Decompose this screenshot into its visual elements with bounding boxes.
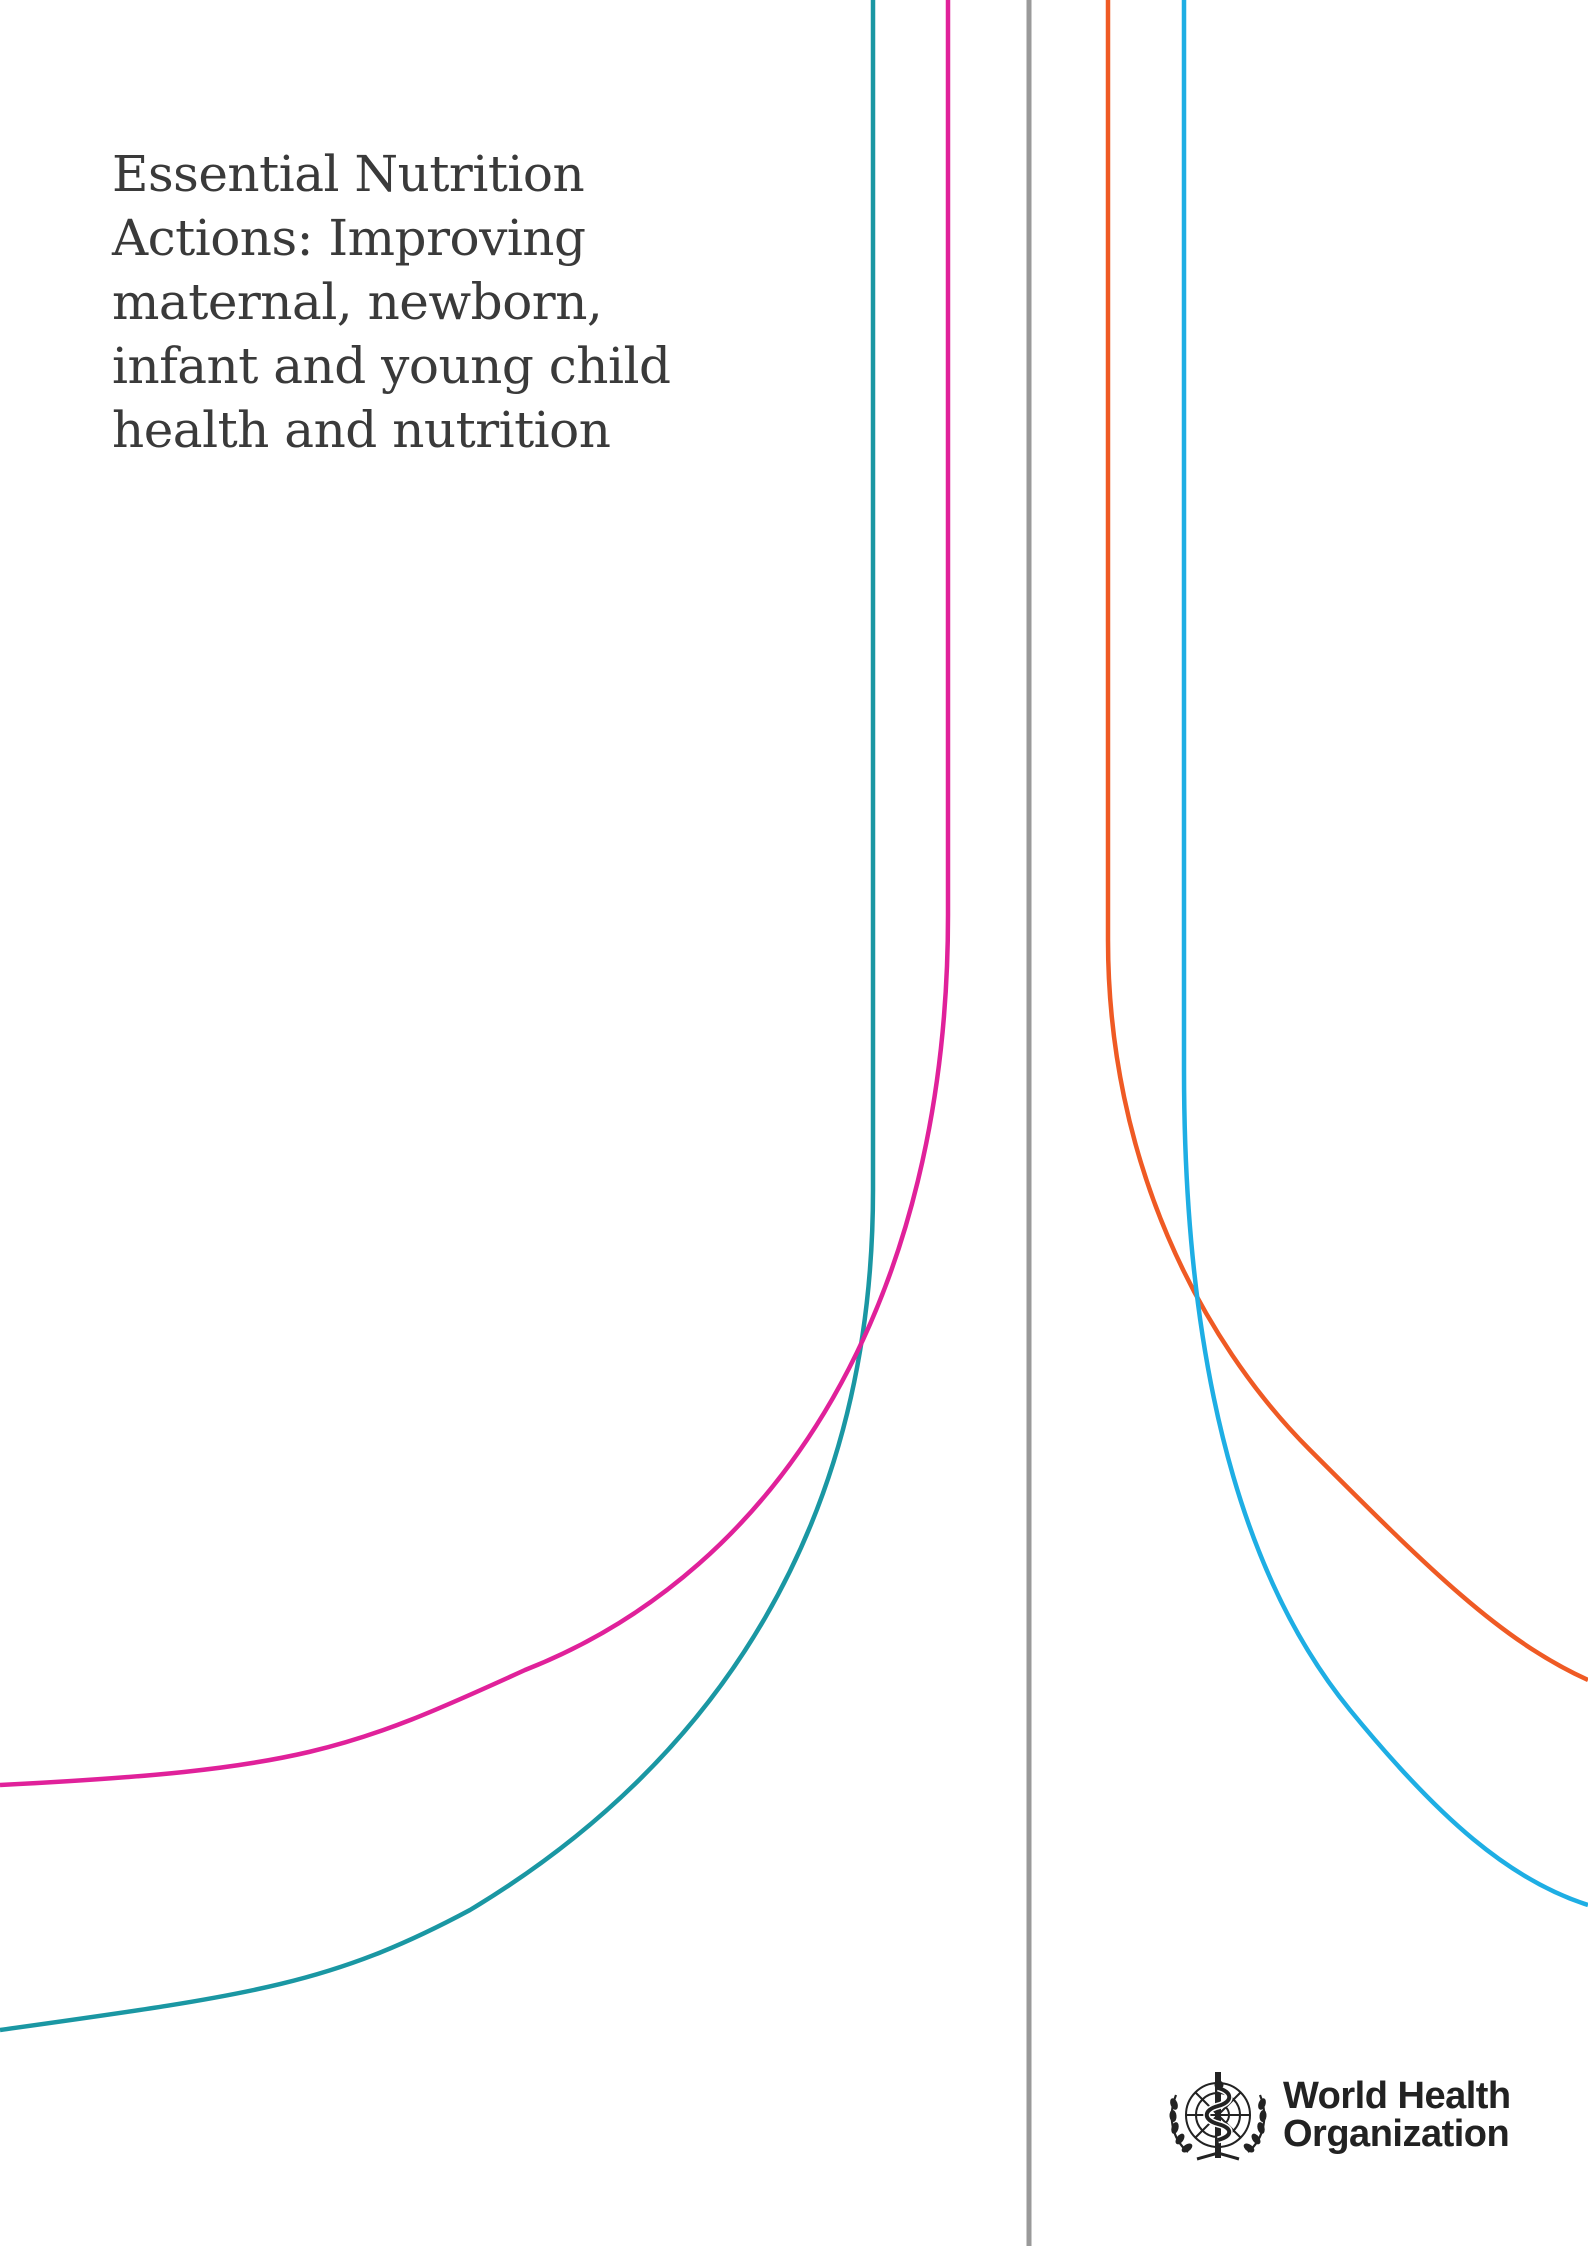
organization-name-line2: Organization	[1283, 2113, 1510, 2155]
sky-blue-line	[1181, 0, 1588, 1908]
who-emblem-icon	[1169, 2072, 1267, 2161]
title-line: infant and young child	[112, 337, 671, 395]
document-title: Essential Nutrition Actions: Improving m…	[112, 142, 752, 462]
magenta-line	[0, 0, 951, 1788]
organization-name: World Health Organization	[1283, 2077, 1511, 2153]
teal-line	[0, 0, 876, 2033]
orange-line	[1105, 0, 1588, 1683]
title-line: health and nutrition	[112, 401, 611, 459]
title-line: maternal, newborn,	[112, 273, 603, 331]
who-logo: World Health Organization	[1163, 2060, 1511, 2170]
organization-name-line1: World Health	[1283, 2075, 1511, 2117]
title-line: Actions: Improving	[112, 209, 586, 267]
title-line: Essential Nutrition	[112, 145, 585, 203]
